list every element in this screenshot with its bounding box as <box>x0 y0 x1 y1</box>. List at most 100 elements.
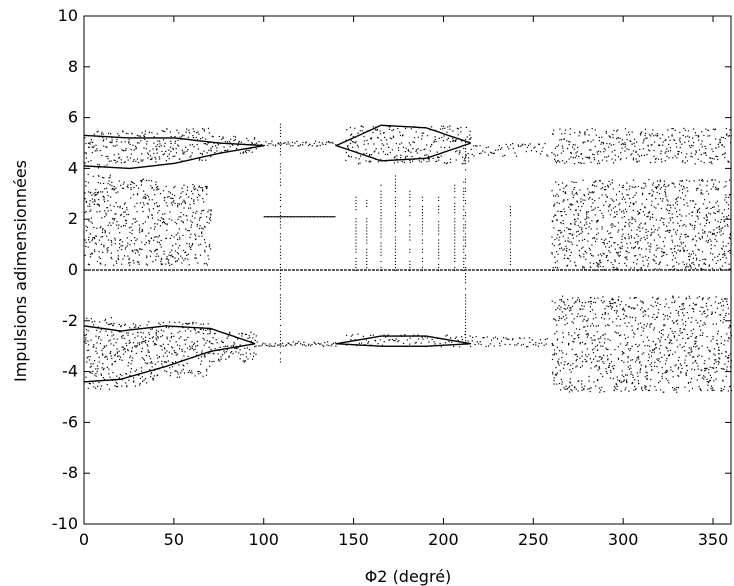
data-point <box>670 339 672 341</box>
data-point <box>569 310 571 312</box>
data-point <box>655 207 657 209</box>
data-point <box>585 330 587 332</box>
data-point <box>649 345 651 347</box>
data-point <box>250 340 252 342</box>
data-point <box>637 382 640 384</box>
data-point <box>562 223 564 225</box>
data-point <box>637 375 639 377</box>
data-point <box>666 347 668 349</box>
data-point <box>283 142 285 144</box>
data-point <box>95 235 97 237</box>
data-point <box>147 153 150 155</box>
data-point <box>692 257 694 259</box>
data-point <box>191 144 193 146</box>
data-point <box>110 343 112 345</box>
data-point <box>192 243 194 245</box>
data-point <box>619 246 621 248</box>
data-point <box>210 214 212 216</box>
data-point <box>608 180 610 182</box>
data-point <box>199 254 202 256</box>
data-point <box>238 333 240 335</box>
data-point <box>119 373 121 376</box>
data-point <box>241 335 243 337</box>
data-point <box>97 192 99 194</box>
data-point <box>251 151 253 153</box>
data-point <box>553 349 556 351</box>
data-point <box>233 341 235 343</box>
data-point <box>557 210 559 212</box>
data-point <box>288 143 290 145</box>
data-point <box>700 143 702 145</box>
data-point <box>179 330 181 332</box>
data-point <box>572 237 574 239</box>
data-point <box>104 216 106 218</box>
data-point <box>435 160 437 163</box>
data-point <box>150 227 152 229</box>
data-point <box>147 349 149 351</box>
data-point <box>198 235 200 237</box>
branch-point <box>84 134 87 137</box>
data-point <box>551 300 553 302</box>
data-point <box>608 324 610 327</box>
data-point <box>114 385 116 387</box>
data-point <box>413 141 415 144</box>
data-point <box>646 336 648 338</box>
branch-point <box>97 135 99 137</box>
data-point <box>110 133 112 135</box>
data-point <box>714 371 716 373</box>
data-point <box>576 193 578 195</box>
data-point <box>710 157 712 159</box>
data-point <box>404 151 406 153</box>
data-point <box>490 151 492 153</box>
data-point <box>391 129 393 132</box>
data-point <box>608 233 610 235</box>
data-point <box>605 201 607 203</box>
data-point <box>705 302 708 304</box>
data-point <box>165 326 167 329</box>
branch-point <box>197 327 199 329</box>
data-point <box>682 225 684 227</box>
data-point <box>170 140 172 142</box>
data-point <box>562 235 564 237</box>
data-point <box>602 269 604 271</box>
data-point <box>108 160 111 162</box>
branch-point <box>230 347 232 349</box>
branch-point <box>225 348 227 350</box>
data-point <box>363 140 366 142</box>
data-point <box>139 248 141 250</box>
data-point <box>671 259 673 261</box>
data-point <box>629 221 631 223</box>
data-point <box>573 148 575 150</box>
branch-point <box>244 339 246 341</box>
data-point <box>379 130 381 132</box>
data-point <box>100 263 102 265</box>
data-point <box>612 207 614 209</box>
data-point <box>668 229 671 231</box>
data-point <box>672 157 674 159</box>
branch-point <box>142 327 144 330</box>
branch-point <box>116 329 118 332</box>
data-point <box>655 256 657 258</box>
data-point <box>161 363 163 365</box>
data-point <box>581 355 583 357</box>
data-point <box>684 234 686 236</box>
branch-point <box>215 329 217 331</box>
data-point <box>667 334 670 336</box>
data-point <box>631 131 633 133</box>
data-point <box>665 346 667 348</box>
data-point <box>706 235 709 237</box>
data-point <box>221 138 223 140</box>
data-point <box>621 147 623 149</box>
data-point <box>666 199 668 201</box>
data-point <box>280 344 282 346</box>
data-point <box>239 152 242 154</box>
branch-point <box>245 340 248 342</box>
data-point <box>615 384 618 386</box>
data-point <box>175 352 177 354</box>
branch-point <box>108 136 110 138</box>
data-point <box>662 198 664 200</box>
data-point <box>612 134 614 136</box>
data-point <box>642 148 645 150</box>
data-point <box>274 145 276 147</box>
